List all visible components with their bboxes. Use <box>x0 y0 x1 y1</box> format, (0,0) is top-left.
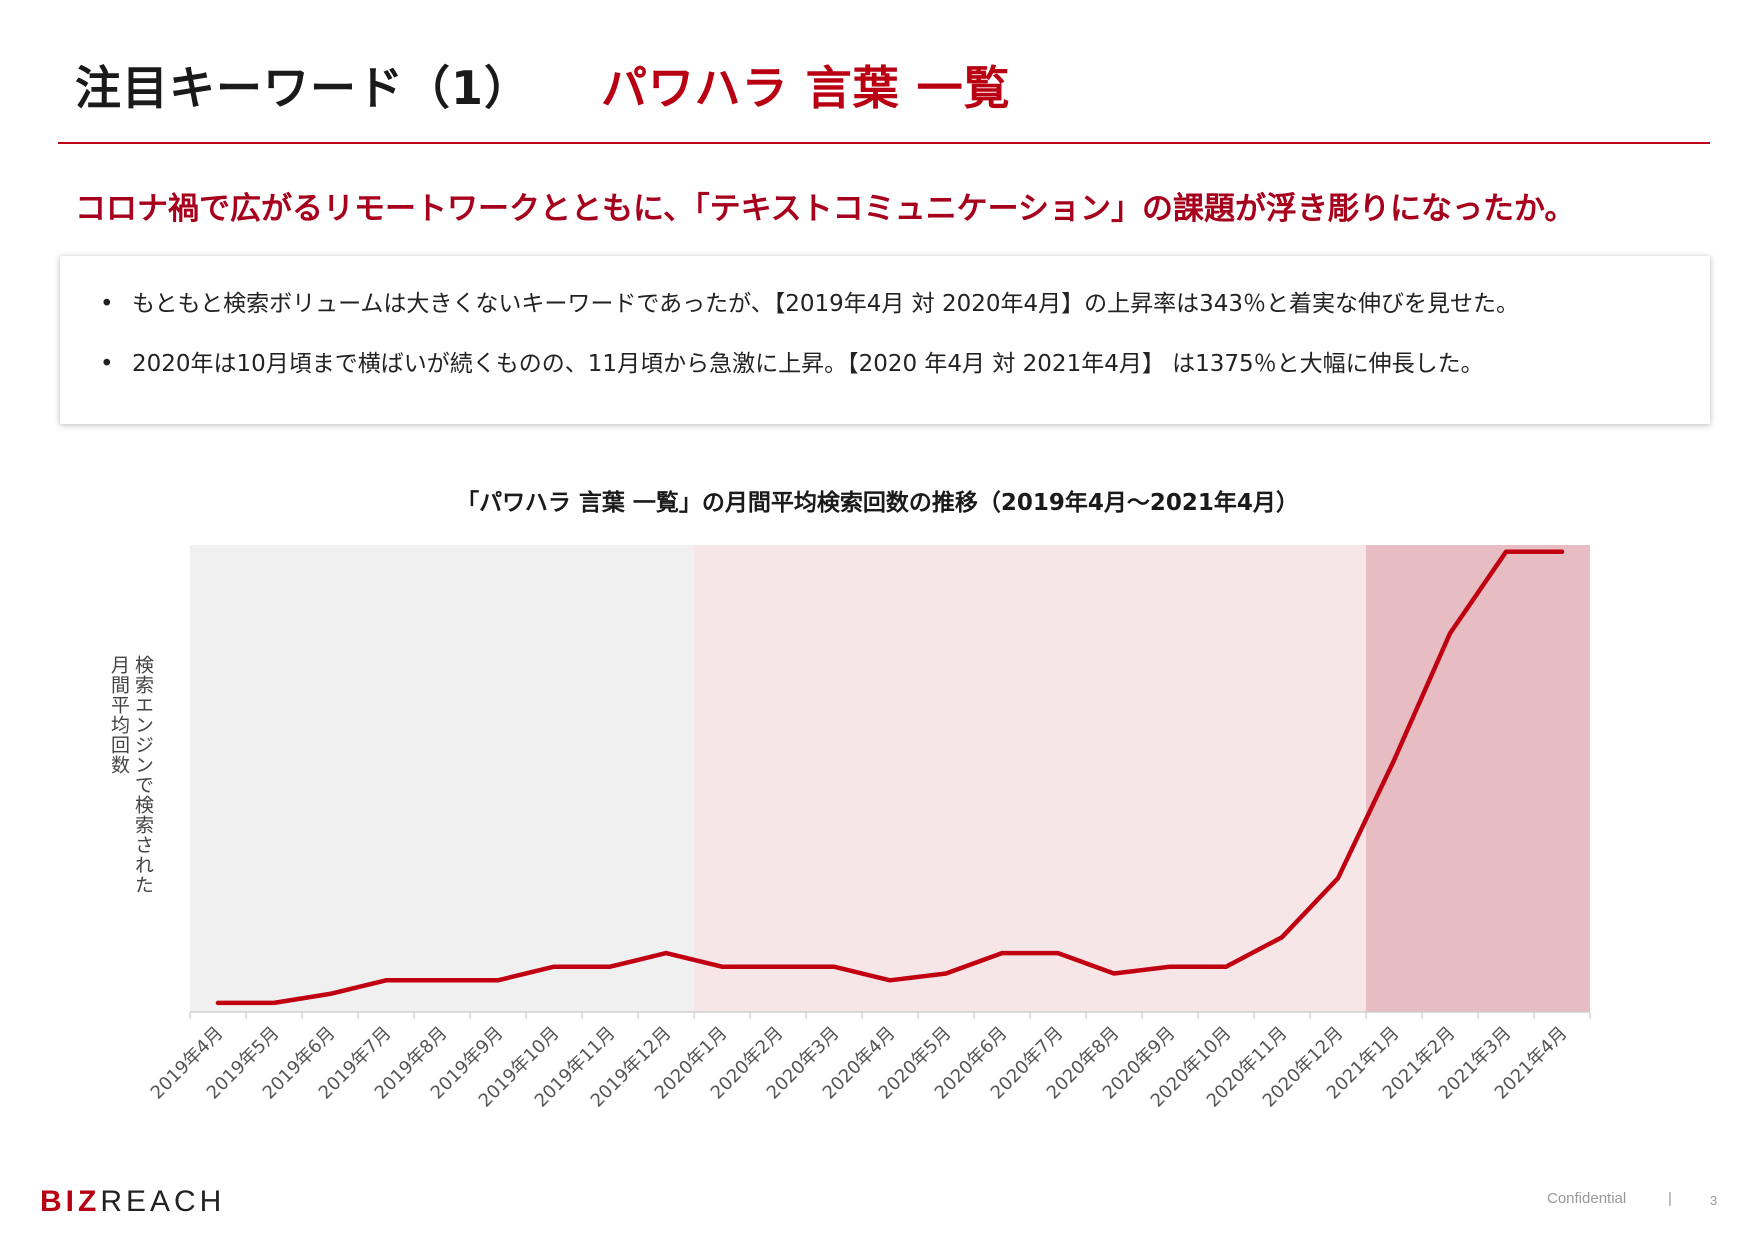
bizreach-logo: BIZREACH <box>40 1185 225 1219</box>
shaded-region-2 <box>694 545 1366 1012</box>
bullet-text: 2020年は10月頃まで横ばいが続くものの、11月頃から急激に上昇。【2020 … <box>132 351 1484 377</box>
bullet-text: もともと検索ボリュームは大きくないキーワードであったが、【2019年4月 対 2… <box>132 291 1520 317</box>
logo-biz: BIZ <box>40 1185 101 1218</box>
series-line <box>215 549 1565 1006</box>
y-axis-label-line-2: 月間平均回数 <box>108 655 130 775</box>
title-divider <box>58 142 1710 144</box>
bullet-item: • もともと検索ボリュームは大きくないキーワードであったが、【2019年4月 対 … <box>100 284 1519 318</box>
bullet-item: • 2020年は10月頃まで横ばいが続くものの、11月頃から急激に上昇。【2020… <box>100 344 1484 378</box>
confidential-label: Confidential <box>1547 1190 1627 1207</box>
bullet-marker: • <box>100 351 114 377</box>
page-title: 注目キーワード（1） パワハラ 言葉 一覧 <box>75 52 1011 118</box>
subheading: コロナ禍で広がるリモートワークとともに、「テキストコミュニケーション」の課題が浮… <box>75 191 1576 227</box>
bullet-marker: • <box>100 291 114 317</box>
chart-title: 「パワハラ 言葉 一覧」の月間平均検索回数の推移（2019年4月～2021年4月… <box>456 490 1299 516</box>
footer-separator: | <box>1668 1190 1672 1207</box>
logo-reach: REACH <box>100 1185 226 1218</box>
title-keyword: パワハラ 言葉 一覧 <box>601 61 1011 115</box>
y-axis-label-line-1: 検索エンジンで検索された <box>132 655 154 895</box>
shaded-region-1 <box>190 545 694 1012</box>
summary-box: • もともと検索ボリュームは大きくないキーワードであったが、【2019年4月 対 … <box>60 256 1710 424</box>
shaded-region-3 <box>1366 545 1590 1012</box>
title-prefix: 注目キーワード（1） <box>75 61 532 115</box>
page-number: 3 <box>1710 1193 1718 1208</box>
